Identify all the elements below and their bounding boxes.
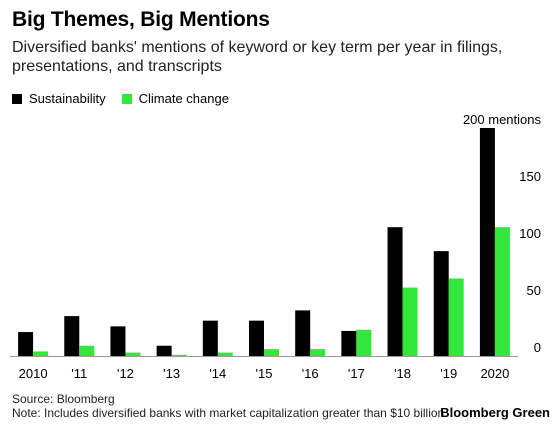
bar-climate-change — [264, 349, 279, 356]
x-tick-label: '18 — [394, 366, 411, 381]
bar-sustainability — [479, 128, 495, 356]
bar-sustainability — [341, 330, 357, 356]
x-tick-label: 2010 — [19, 366, 48, 381]
legend-label-sustainability: Sustainability — [29, 91, 106, 106]
bar-climate-change — [33, 351, 49, 356]
legend-swatch-sustainability — [12, 93, 22, 104]
brand-logo: Bloomberg Green — [440, 405, 550, 420]
source-text: Source: Bloomberg — [12, 392, 115, 406]
y-tick-label: 150 — [519, 169, 541, 184]
bar-sustainability — [18, 332, 34, 356]
legend-swatch-climate-change — [121, 93, 132, 104]
legend-item-climate-change: Climate change — [121, 91, 229, 106]
bar-climate-change — [125, 352, 141, 356]
bar-climate-change — [402, 287, 418, 356]
bar-sustainability — [110, 326, 126, 356]
bar-sustainability — [249, 320, 264, 356]
x-tick-label: '11 — [71, 366, 87, 381]
note-text: Note: Includes diversified banks with ma… — [12, 406, 445, 420]
bar-sustainability — [387, 227, 403, 356]
bar-sustainability — [295, 310, 311, 356]
x-tick-label: '17 — [348, 366, 365, 381]
legend-item-sustainability: Sustainability — [12, 91, 106, 106]
y-tick-label: 100 — [519, 226, 541, 241]
bar-climate-change — [448, 278, 464, 356]
bar-climate-change — [310, 349, 326, 356]
bar-sustainability — [64, 316, 80, 356]
legend-label-climate-change: Climate change — [138, 91, 229, 106]
x-tick-label: '12 — [117, 366, 134, 381]
x-tick-label: 2020 — [480, 366, 509, 381]
chart-subtitle: Diversified banks' mentions of keyword o… — [12, 39, 503, 75]
bar-climate-change — [494, 227, 510, 356]
bar-climate-change — [79, 345, 95, 356]
y-tick-label: 0 — [534, 340, 541, 355]
x-tick-label: '15 — [256, 366, 273, 381]
y-tick-label: 50 — [527, 283, 541, 298]
x-tick-label: '19 — [440, 366, 457, 381]
bar-sustainability — [433, 251, 449, 356]
bar-climate-change — [171, 354, 187, 356]
x-tick-label: '16 — [302, 366, 319, 381]
legend: Sustainability Climate change — [12, 91, 245, 106]
y-tick-label: 200 mentions — [463, 112, 542, 127]
x-tick-label: '13 — [163, 366, 180, 381]
bar-sustainability — [156, 345, 172, 356]
x-tick-label: '14 — [209, 366, 226, 381]
chart-title: Big Themes, Big Mentions — [12, 8, 270, 31]
bar-sustainability — [202, 320, 218, 356]
bar-climate-change — [217, 352, 233, 356]
bar-climate-change — [356, 329, 372, 356]
